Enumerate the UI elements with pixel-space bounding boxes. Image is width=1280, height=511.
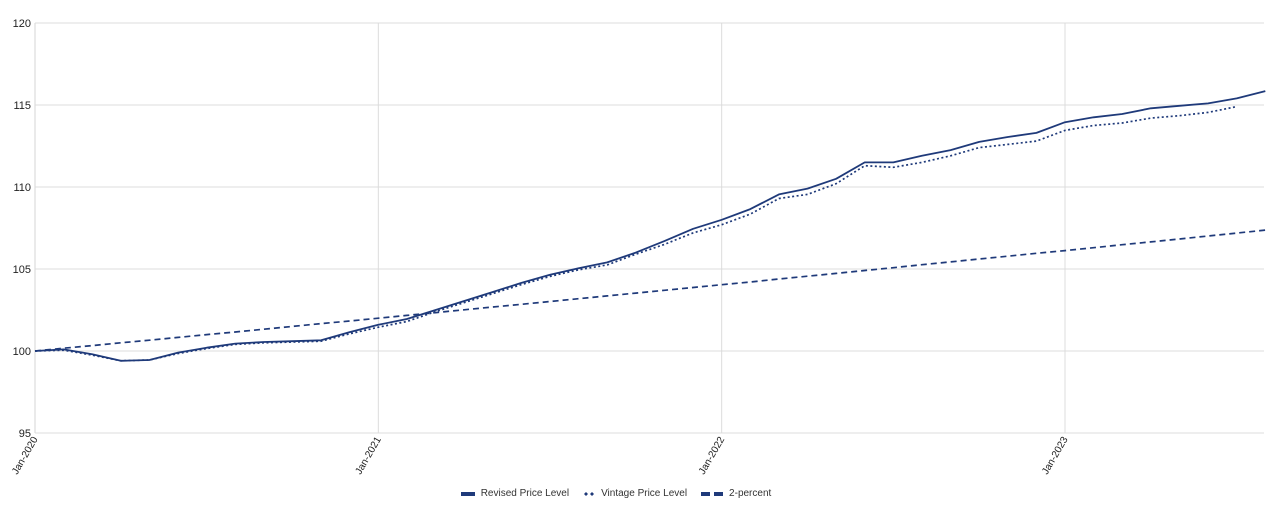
chart-legend: Revised Price Level Vintage Price Level … <box>0 488 1232 499</box>
x-tick-label: Jan-2022 <box>697 435 728 477</box>
y-tick-label: 95 <box>19 428 31 440</box>
y-tick-label: 110 <box>13 182 31 194</box>
dashed-line-swatch-icon <box>701 491 724 496</box>
legend-label: 2-percent <box>729 488 772 499</box>
vintage-price-level-line <box>34 105 1237 362</box>
legend-item-revised[interactable]: Revised Price Level <box>460 488 570 499</box>
y-tick-label: 115 <box>13 100 31 112</box>
x-tick-label: Jan-2023 <box>1040 435 1071 477</box>
legend-item-vintage[interactable]: Vintage Price Level <box>583 488 687 499</box>
legend-label: Vintage Price Level <box>601 488 688 499</box>
legend-item-2-percent[interactable]: 2-percent <box>701 488 771 499</box>
x-tick-label: Jan-2020 <box>10 435 41 477</box>
y-tick-label: 120 <box>13 18 31 30</box>
revised-price-level-line <box>34 90 1266 362</box>
y-tick-label: 105 <box>13 264 31 276</box>
x-axis: Jan-2020 Jan-2021 Jan-2022 Jan-2023 <box>10 435 1071 477</box>
legend-label: Revised Price Level <box>480 488 570 499</box>
y-tick-label: 100 <box>13 346 31 358</box>
gridlines <box>34 22 1264 434</box>
2-percent-line <box>34 229 1266 352</box>
series-lines <box>34 90 1266 362</box>
solid-line-swatch-icon <box>460 491 475 496</box>
x-tick-label: Jan-2021 <box>354 435 385 477</box>
dotted-line-swatch-icon <box>583 491 596 496</box>
y-axis: 95 100 105 110 115 120 <box>13 18 31 440</box>
